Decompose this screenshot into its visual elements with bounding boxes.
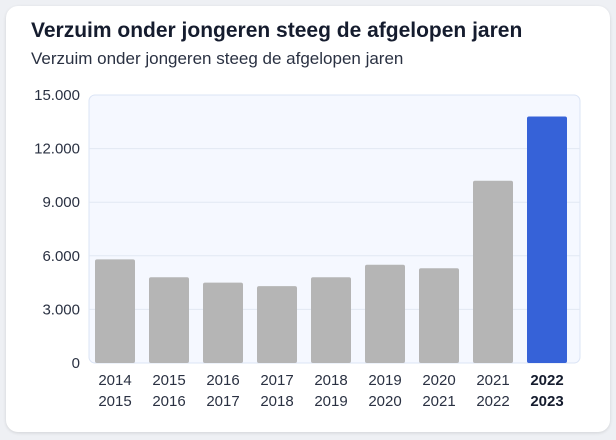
chart-subtitle: Verzuim onder jongeren steeg de afgelope… xyxy=(31,49,404,68)
x-tick-label: 2021 xyxy=(476,372,509,389)
x-tick-label: 2017 xyxy=(260,372,293,389)
bar-2016-2017 xyxy=(203,282,243,363)
x-tick-label: 2020 xyxy=(368,393,401,410)
y-tick-label: 3.000 xyxy=(42,301,80,318)
y-tick-label: 0 xyxy=(72,355,80,372)
x-tick-label: 2022 xyxy=(530,372,563,389)
chart-title: Verzuim onder jongeren steeg de afgelope… xyxy=(31,19,523,42)
x-axis: 2014 2015 2015 2016 2016 2017 2017 2018 2018 2019… xyxy=(98,372,563,410)
x-tick-label: 2018 xyxy=(314,372,347,389)
y-tick-label: 12.000 xyxy=(34,141,80,158)
bar-2014-2015 xyxy=(95,259,135,363)
x-tick-label: 2020 xyxy=(422,372,455,389)
bar-2018-2019 xyxy=(311,277,351,363)
bar-2021-2022 xyxy=(473,180,513,363)
y-tick-label: 6.000 xyxy=(42,248,80,265)
x-tick-label: 2019 xyxy=(368,372,401,389)
x-tick-label: 2015 xyxy=(152,372,185,389)
x-tick-label: 2015 xyxy=(98,393,131,410)
x-tick-label: 2019 xyxy=(314,393,347,410)
x-tick-label: 2016 xyxy=(206,372,239,389)
x-tick-label: 2018 xyxy=(260,393,293,410)
x-tick-label: 2021 xyxy=(422,393,455,410)
bar-2015-2016 xyxy=(149,277,189,363)
bars xyxy=(95,116,567,363)
x-tick-label: 2014 xyxy=(98,372,131,389)
y-tick-label: 9.000 xyxy=(42,194,80,211)
y-tick-label: 15.000 xyxy=(34,87,80,104)
x-tick-label: 2016 xyxy=(152,393,185,410)
bar-2022-2023 xyxy=(527,116,567,363)
bar-2017-2018 xyxy=(257,286,297,363)
bar-2020-2021 xyxy=(419,268,459,363)
bar-2019-2020 xyxy=(365,264,405,363)
x-tick-label: 2022 xyxy=(476,393,509,410)
x-tick-label: 2023 xyxy=(530,393,563,410)
x-tick-label: 2017 xyxy=(206,393,239,410)
y-axis: 0 3.000 6.000 9.000 12.000 15.000 xyxy=(34,87,80,372)
